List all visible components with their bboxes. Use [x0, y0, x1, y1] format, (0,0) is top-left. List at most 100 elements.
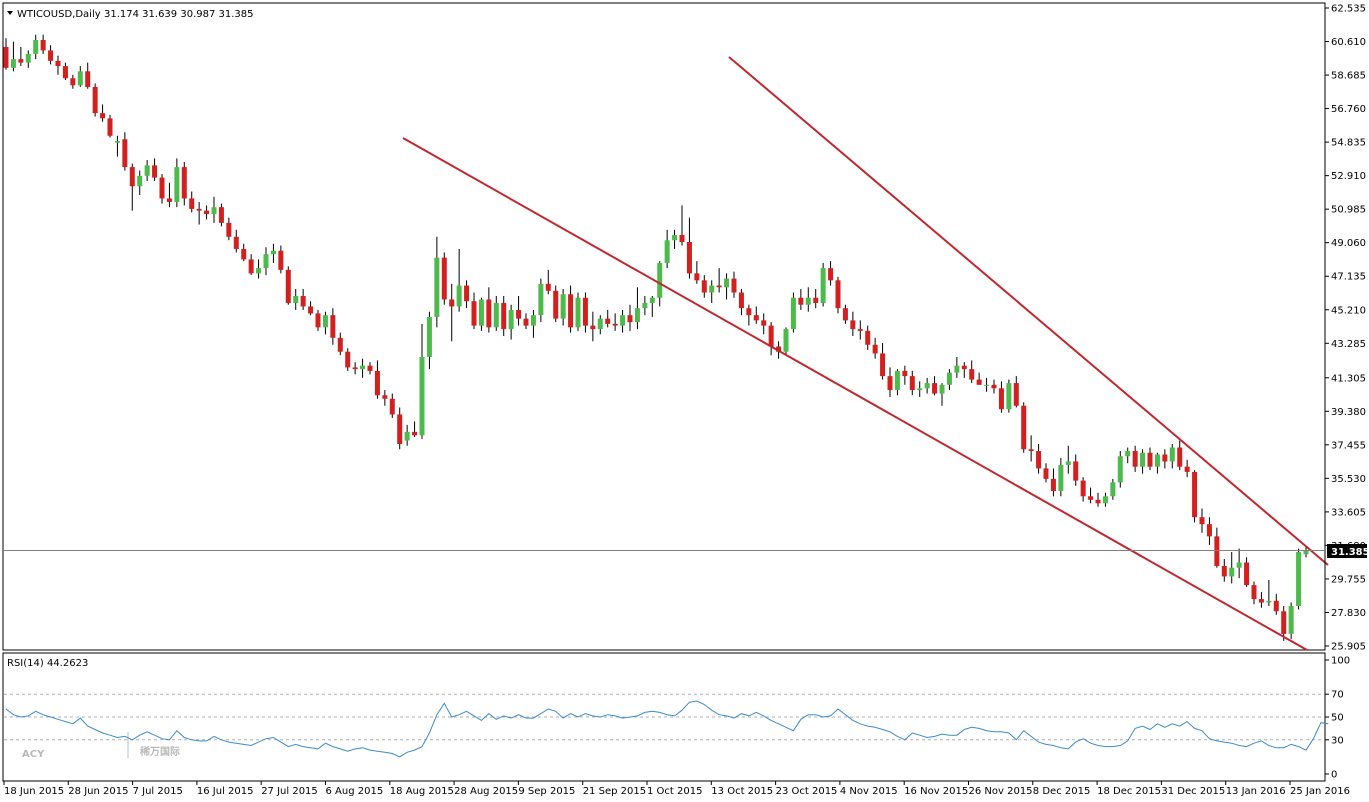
candle — [969, 360, 975, 384]
candle — [694, 261, 700, 284]
candle — [998, 381, 1004, 413]
candle — [865, 325, 871, 350]
rsi-axis[interactable]: 100 70 50 30 0 — [1325, 656, 1350, 781]
candle — [1273, 593, 1279, 615]
price-tick-label: 39.380 — [1331, 407, 1366, 418]
candle — [932, 376, 938, 396]
candle — [731, 271, 737, 298]
candle — [330, 308, 336, 345]
candle — [597, 315, 603, 335]
price-tick-label: 43.285 — [1331, 339, 1366, 350]
candle — [1013, 376, 1019, 408]
candle — [1206, 517, 1212, 546]
candle — [672, 229, 678, 249]
candle — [426, 311, 432, 370]
time-tick-label: 13 Jan 2016 — [1226, 786, 1286, 797]
candle — [620, 309, 626, 333]
watermark-chinese: 稀万国际 — [140, 745, 180, 758]
rsi-tick-label: 30 — [1331, 735, 1344, 746]
candle — [1236, 548, 1242, 579]
triangle-down-icon[interactable] — [7, 11, 13, 15]
candle — [218, 203, 224, 227]
candle — [516, 295, 522, 326]
candle — [1266, 579, 1272, 607]
candle — [575, 292, 581, 331]
candle — [1296, 548, 1302, 610]
candle — [345, 348, 351, 371]
candle — [1251, 581, 1257, 605]
trendlines-layer[interactable] — [402, 56, 1329, 651]
time-tick-label: 13 Oct 2015 — [711, 786, 773, 797]
candle — [545, 269, 551, 295]
candle — [501, 295, 507, 337]
candle — [1132, 445, 1138, 472]
candle — [322, 311, 328, 335]
candle — [285, 266, 291, 305]
upper-channel-trendline[interactable] — [728, 56, 1329, 566]
candle — [649, 295, 655, 317]
price-tick-label: 35.530 — [1331, 474, 1366, 485]
candle — [1021, 402, 1027, 453]
candle — [679, 205, 685, 246]
time-tick-label: 18 Jun 2015 — [4, 786, 64, 797]
candle — [887, 367, 893, 398]
candle — [122, 132, 128, 171]
time-axis[interactable]: 18 Jun 2015 28 Jun 2015 7 Jul 2015 16 Jul 2… — [3, 781, 1350, 797]
candle — [1058, 457, 1064, 497]
candle — [1221, 559, 1227, 582]
candle — [48, 45, 54, 65]
price-tick-label: 60.610 — [1331, 37, 1366, 48]
candle — [248, 254, 254, 276]
current-price-label: 31.385 — [1331, 547, 1369, 558]
rsi-line — [5, 700, 1329, 758]
candle — [85, 62, 91, 89]
candle — [486, 287, 492, 333]
lower-channel-trendline[interactable] — [402, 137, 1308, 651]
price-axis[interactable]: 62.535 60.610 58.685 56.760 54.835 52.910 50.9… — [1324, 3, 1366, 653]
price-tick-label: 52.910 — [1331, 171, 1366, 182]
candle — [270, 243, 276, 263]
candle — [1065, 445, 1071, 474]
candle — [1117, 451, 1123, 488]
candle — [1140, 449, 1146, 474]
candle — [1169, 444, 1175, 469]
candle — [1147, 447, 1153, 471]
candle — [1214, 527, 1220, 568]
candle — [263, 247, 269, 276]
candle — [226, 217, 232, 241]
candle — [634, 287, 640, 330]
candle — [1184, 459, 1190, 478]
candle — [1050, 468, 1056, 497]
candle — [204, 205, 210, 220]
candle — [1192, 470, 1198, 523]
candle — [1288, 602, 1294, 640]
candle — [374, 360, 380, 399]
candle — [768, 322, 774, 356]
candle — [3, 38, 9, 70]
candle — [315, 309, 321, 331]
candle — [850, 311, 856, 337]
time-tick-label: 31 Dec 2015 — [1161, 786, 1225, 797]
price-panel[interactable] — [2, 2, 1326, 651]
candle — [1095, 492, 1101, 507]
candle — [835, 276, 841, 314]
time-tick-label: 23 Oct 2015 — [776, 786, 838, 797]
candle — [761, 313, 767, 335]
candle — [894, 369, 900, 396]
candle — [367, 362, 373, 375]
candle — [1036, 444, 1042, 474]
price-tick-label: 41.305 — [1331, 373, 1366, 384]
candle — [152, 158, 158, 182]
time-tick-label: 9 Sep 2015 — [518, 786, 575, 797]
price-tick-label: 27.830 — [1331, 608, 1366, 619]
time-tick-label: 21 Sep 2015 — [583, 786, 646, 797]
candle — [493, 295, 499, 331]
candle — [798, 289, 804, 310]
time-tick-label: 27 Jul 2015 — [261, 786, 318, 797]
time-tick-label: 18 Aug 2015 — [390, 786, 454, 797]
price-tick-label: 25.905 — [1331, 642, 1366, 653]
candle — [605, 309, 611, 328]
candle — [441, 252, 447, 305]
candle — [1043, 463, 1049, 483]
candle — [612, 313, 618, 331]
